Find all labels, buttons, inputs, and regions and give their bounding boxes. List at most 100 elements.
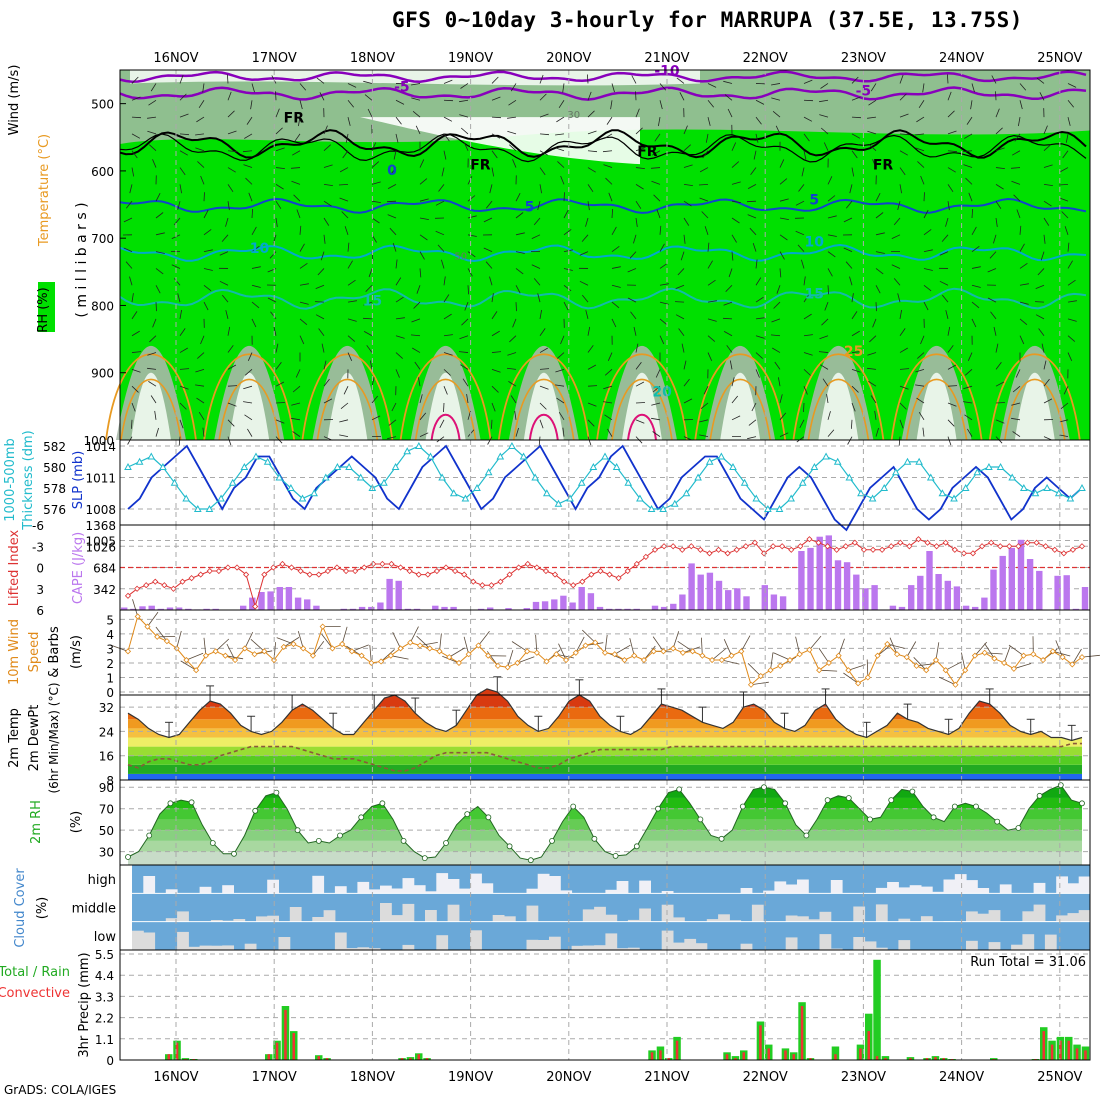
rh-point [591,835,598,842]
wind-barb [299,225,302,235]
lifted-index-point [815,539,822,546]
precip-panel [120,953,1090,1061]
wind-barb [947,91,952,101]
thickness-point [310,489,318,497]
cloud-row-label: low [94,930,117,945]
wind-barb [155,302,157,312]
thickness-point [810,462,819,470]
contour-label: 0 [387,163,397,179]
wind-speed-point [942,667,949,674]
lifted-index-point [997,543,1004,550]
wind-barb [131,293,134,303]
lifted-index-point [297,567,304,575]
wind-speed-point [913,662,920,669]
wind-barb [698,183,709,186]
hot-contour [627,413,657,441]
wind-speed-point [465,651,472,658]
cloud-cell [751,904,764,922]
wind10m-axis-label: 10m Wind [7,619,22,685]
rh-point [146,832,153,839]
wind-barb [155,251,165,254]
cape-bar [249,597,256,610]
wind-barb [676,77,685,84]
precip-convective-bar [784,1050,787,1060]
wind-barb [467,195,476,202]
cape-bar [386,578,393,610]
wind-barb [867,130,877,135]
wind-barb [587,402,597,407]
wind-barb [731,395,739,404]
wind-barb [731,142,737,151]
wind-barb [363,80,373,84]
thickness-point [217,494,225,502]
wind-barb [683,378,690,387]
wind-barb [395,369,400,378]
wind-barb [131,150,138,159]
lifted-index-point [624,567,631,575]
wind-barb [323,125,328,135]
cape-bar [1008,547,1015,610]
wind-speed-point [329,645,336,652]
wind-barb [292,431,301,437]
wind-speed-point [981,649,988,656]
x-tick-top-label: 20NOV [546,51,591,66]
rh-point [973,803,979,810]
cloud-cell [695,943,708,950]
wind-barb [395,99,405,105]
wind-barb-10m [250,639,265,652]
lifted-index-point [988,539,995,546]
wind-barb [291,402,301,406]
warm-contour [203,353,296,441]
temperature-tick-label: 24 [99,725,114,739]
wind-barb-10m [439,633,442,652]
lifted-index-point [642,553,649,560]
cape-bar [166,607,174,610]
wind-barb [198,411,205,421]
wind-barb [443,334,453,337]
rh-plume-light [916,372,957,440]
wind-barb [251,318,257,328]
wind-barb [899,93,907,101]
wind-barb [415,125,421,135]
lifted-index-point [724,550,731,557]
wind-speed-point [407,639,414,646]
wind-barb [947,364,957,370]
wind-barb [875,193,881,202]
wind-barb [797,244,805,252]
wind-barb [298,117,301,127]
contour-label: 5 [809,193,819,209]
wind-barb [1014,133,1021,142]
cloud-cell [605,889,618,894]
rh-tick-label: 50 [99,824,114,838]
temp2m-axis-label: 2m Temp [7,708,22,768]
wind-barb [467,234,477,237]
cloud-cell [729,920,742,922]
wind-barb [899,133,910,136]
wind-barb [510,83,517,92]
cape-bar [862,588,869,610]
thickness-tick-label: 576 [43,503,66,517]
wind-barb [131,368,141,373]
wind-barb [604,414,613,421]
wind-barb [323,200,332,207]
lifted-index-point [233,564,241,571]
thickness-point [845,473,854,481]
wind-barb [773,301,781,309]
wind-barb [1067,352,1073,361]
rh-point [803,832,810,839]
thickness-point [915,457,923,465]
cloud-cell [357,947,370,950]
wind-barb-10m [740,635,751,652]
cloud-panel [120,865,1091,951]
wind-barb [849,184,853,194]
wind-barb [178,436,181,446]
lifted-index-point [697,546,704,553]
wind-barb [1067,335,1076,342]
lifted-index-point [742,543,749,550]
thickness-point [950,494,958,502]
wind-barb [681,343,685,353]
wind-speed-point [825,659,832,667]
thickness-point [798,478,807,486]
cloud-cell [143,932,156,950]
